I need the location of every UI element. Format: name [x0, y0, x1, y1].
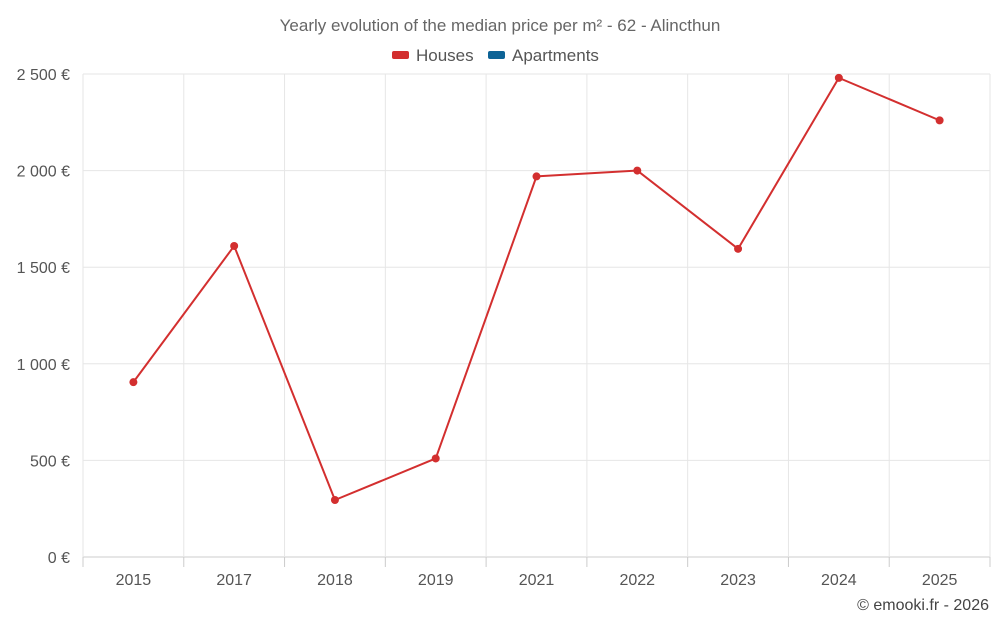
x-tick-label: 2015 [116, 572, 152, 589]
legend-item-houses[interactable]: Houses [392, 46, 474, 65]
series-line-houses [132, 76, 940, 502]
x-tick-label: 2018 [317, 572, 353, 589]
y-tick-label: 500 € [30, 453, 70, 470]
data-point-houses[interactable] [431, 454, 440, 463]
legend-label-apartments[interactable]: Apartments [512, 46, 599, 65]
legend-item-apartments[interactable]: Apartments [488, 46, 599, 65]
x-tick-label: 2025 [922, 572, 958, 589]
y-axis-ticks: 0 € 500 € 1 000 € 1 500 € 2 000 € 2 500 € [17, 67, 70, 567]
legend-label-houses[interactable]: Houses [416, 46, 474, 65]
y-tick-label: 0 € [48, 550, 70, 567]
x-tick-label: 2019 [418, 572, 454, 589]
data-point-houses[interactable] [532, 172, 541, 181]
legend: Houses Apartments [392, 46, 599, 65]
y-tick-label: 1 000 € [17, 357, 70, 374]
credit-text: © emooki.fr - 2026 [857, 597, 989, 614]
x-tick-label: 2017 [216, 572, 252, 589]
x-tick-label: 2021 [519, 572, 555, 589]
series-houses [129, 73, 944, 505]
legend-swatch-houses [392, 51, 409, 59]
data-point-houses[interactable] [633, 166, 642, 175]
x-tick-label: 2022 [619, 572, 655, 589]
data-point-houses[interactable] [834, 73, 843, 82]
data-point-houses[interactable] [230, 241, 239, 250]
chart-title: Yearly evolution of the median price per… [280, 16, 721, 35]
grid [82, 73, 991, 567]
x-tick-label: 2024 [821, 572, 857, 589]
legend-swatch-apartments [488, 51, 505, 59]
y-tick-label: 1 500 € [17, 260, 70, 277]
data-point-houses[interactable] [129, 378, 138, 387]
data-point-houses[interactable] [734, 244, 743, 253]
data-point-houses[interactable] [330, 496, 339, 505]
y-tick-label: 2 500 € [17, 67, 70, 84]
y-tick-label: 2 000 € [17, 164, 70, 181]
x-axis-ticks: 2015 2017 2018 2019 2021 2022 2023 2024 2025 [116, 572, 958, 589]
x-tick-label: 2023 [720, 572, 756, 589]
data-point-houses[interactable] [935, 116, 944, 125]
